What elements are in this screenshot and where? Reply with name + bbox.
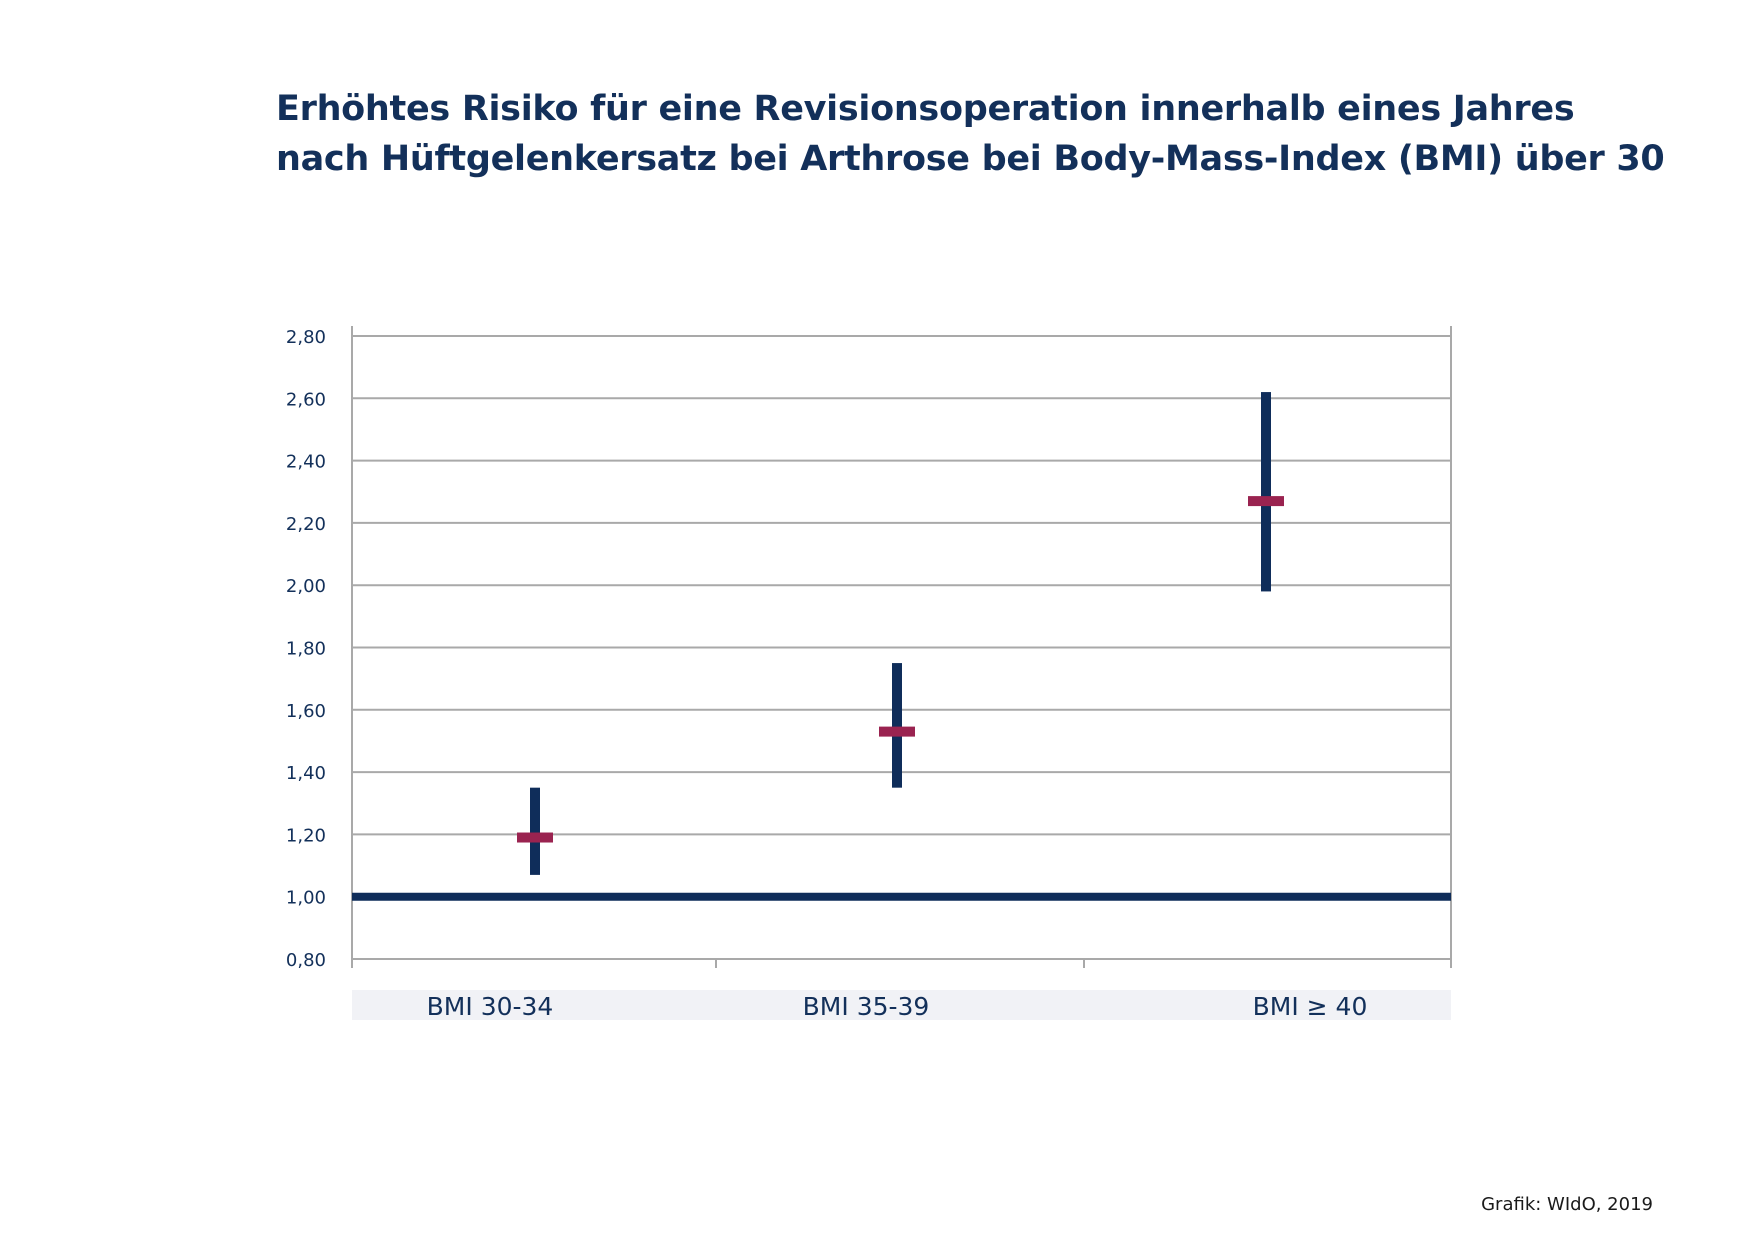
y-tick-label: 2,40 (286, 452, 326, 473)
chart-title: Erhöhtes Risiko für eine Revisionsoperat… (276, 84, 1665, 184)
y-tick-label: 1,20 (286, 825, 326, 846)
category-label-band (352, 990, 1451, 1020)
x-category-label: BMI 30-34 (427, 992, 554, 1021)
point-estimate (879, 726, 915, 737)
y-tick-label: 1,40 (286, 763, 326, 784)
point-estimate (517, 832, 553, 843)
y-tick-label: 2,20 (286, 514, 326, 535)
y-tick-label: 1,00 (286, 888, 326, 909)
chart-title-line-2: nach Hüftgelenkersatz bei Arthrose bei B… (276, 139, 1665, 179)
y-tick-label: 2,80 (286, 327, 326, 348)
x-category-label: BMI 35-39 (803, 992, 930, 1021)
confidence-interval (530, 787, 540, 875)
point-estimate (1248, 496, 1284, 507)
y-tick-label: 1,60 (286, 701, 326, 722)
confidence-interval (892, 663, 902, 788)
source-credit: Grafik: WIdO, 2019 (1481, 1194, 1653, 1215)
y-tick-label: 2,60 (286, 389, 326, 410)
confidence-interval (1261, 392, 1271, 592)
y-tick-label: 2,00 (286, 576, 326, 597)
x-category-label: BMI ≥ 40 (1253, 992, 1368, 1021)
y-tick-label: 1,80 (286, 639, 326, 660)
chart-title-line-1: Erhöhtes Risiko für eine Revisionsoperat… (276, 89, 1575, 129)
y-tick-label: 0,80 (286, 950, 326, 971)
